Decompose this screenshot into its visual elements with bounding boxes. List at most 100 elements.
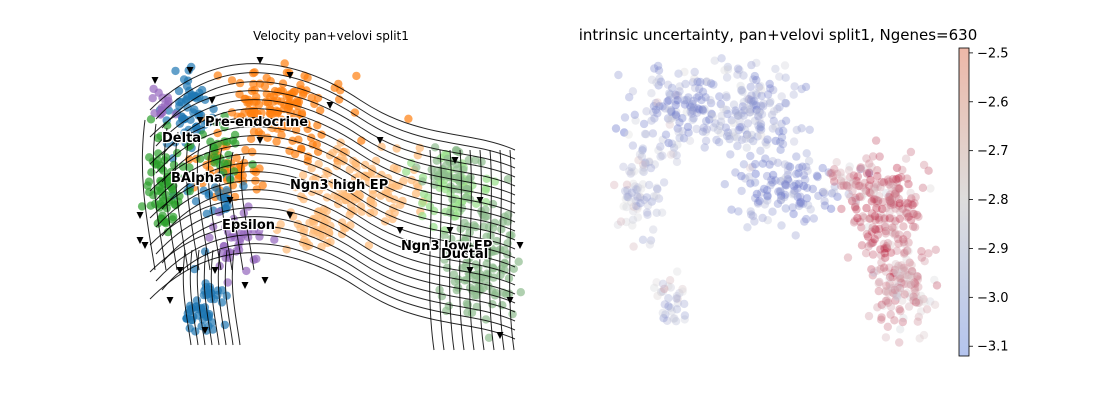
uncertainty-point [932, 281, 942, 290]
uncertainty-point [656, 287, 666, 297]
uncertainty-point [625, 167, 634, 176]
uncertainty-point [869, 268, 878, 277]
uncertainty-point [808, 184, 817, 194]
uncertainty-point [844, 183, 853, 192]
uncertainty-point [757, 188, 766, 197]
uncertainty-point [649, 102, 659, 111]
uncertainty-point [780, 61, 790, 70]
uncertainty-point [658, 279, 668, 288]
uncertainty-point [734, 111, 743, 120]
uncertainty-point [844, 189, 853, 199]
uncertainty-point [789, 189, 799, 198]
uncertainty-point [870, 235, 879, 244]
uncertainty-point [801, 82, 811, 92]
uncertainty-point [879, 239, 889, 249]
uncertainty-point [888, 174, 898, 184]
uncertainty-point [682, 108, 691, 117]
uncertainty-point [737, 86, 746, 95]
velocity-point [270, 235, 279, 244]
uncertainty-point [639, 163, 649, 172]
uncertainty-point [931, 245, 940, 254]
uncertainty-point [735, 123, 744, 132]
uncertainty-point [776, 187, 785, 197]
uncertainty-point [910, 278, 919, 287]
uncertainty-point [647, 116, 656, 125]
velocity-point [484, 333, 494, 342]
uncertainty-point [723, 65, 733, 74]
uncertainty-point [885, 207, 894, 216]
uncertainty-point [794, 169, 803, 178]
velocity-point [157, 106, 167, 115]
uncertainty-point [716, 99, 725, 109]
uncertainty-point [903, 213, 912, 222]
uncertainty-point [739, 97, 748, 107]
velocity-point [227, 76, 237, 85]
uncertainty-point [690, 67, 699, 77]
streamline [141, 119, 156, 271]
uncertainty-point [722, 91, 731, 100]
uncertainty-point [722, 73, 732, 82]
uncertainty-point [919, 160, 929, 170]
velocity-point [278, 79, 288, 88]
uncertainty-point [915, 334, 924, 343]
uncertainty-point [757, 91, 766, 101]
uncertainty-point [627, 163, 636, 172]
velocity-point [244, 202, 253, 211]
uncertainty-point [833, 192, 842, 201]
uncertainty-point [723, 128, 733, 137]
uncertainty-point [900, 290, 909, 299]
uncertainty-point [851, 193, 860, 202]
uncertainty-point [872, 180, 881, 189]
uncertainty-point [865, 168, 874, 177]
uncertainty-point [891, 188, 901, 197]
colorbar: −2.5 −2.6 −2.7 −2.8 −2.9 −3.0 −3.1 [958, 46, 1009, 357]
uncertainty-point [909, 295, 918, 304]
uncertainty-point [630, 110, 639, 120]
uncertainty-point [761, 138, 770, 147]
uncertainty-point [743, 131, 752, 140]
streamline-arrowhead [196, 117, 204, 124]
uncertainty-point [737, 85, 746, 95]
uncertainty-point [802, 183, 812, 192]
uncertainty-point [727, 205, 736, 214]
uncertainty-point [877, 315, 886, 324]
uncertainty-point [769, 116, 778, 126]
velocity-point [350, 108, 360, 117]
uncertainty-point [709, 123, 718, 132]
uncertainty-point [628, 87, 638, 96]
uncertainty-point [910, 199, 919, 208]
uncertainty-point [907, 260, 916, 270]
uncertainty-point [675, 82, 684, 91]
uncertainty-point [790, 186, 799, 195]
uncertainty-point [912, 292, 921, 302]
uncertainty-point [644, 180, 654, 190]
uncertainty-point [751, 107, 760, 116]
uncertainty-point [874, 191, 884, 201]
uncertainty-point [665, 105, 674, 115]
velocity-point [277, 115, 286, 124]
uncertainty-point [886, 302, 896, 312]
velocity-point [514, 257, 523, 266]
velocity-point [500, 259, 509, 268]
uncertainty-point [763, 192, 772, 201]
uncertainty-point [794, 179, 804, 188]
streamline-arrowhead [496, 332, 504, 339]
uncertainty-point [658, 151, 667, 160]
uncertainty-point [683, 122, 693, 132]
uncertainty-point [626, 169, 635, 178]
uncertainty-point [741, 126, 750, 135]
uncertainty-point [874, 286, 883, 296]
uncertainty-point [640, 195, 649, 205]
velocity-point [242, 266, 251, 276]
streamline-arrowhead [201, 327, 209, 334]
uncertainty-point [900, 198, 910, 208]
uncertainty-point [862, 229, 872, 239]
uncertainty-point [638, 235, 648, 244]
uncertainty-point [839, 178, 848, 187]
streamline [149, 252, 516, 340]
uncertainty-point [729, 118, 738, 128]
uncertainty-point [885, 180, 894, 189]
uncertainty-point [743, 119, 752, 128]
uncertainty-point [881, 267, 891, 276]
uncertainty-point [895, 284, 905, 293]
